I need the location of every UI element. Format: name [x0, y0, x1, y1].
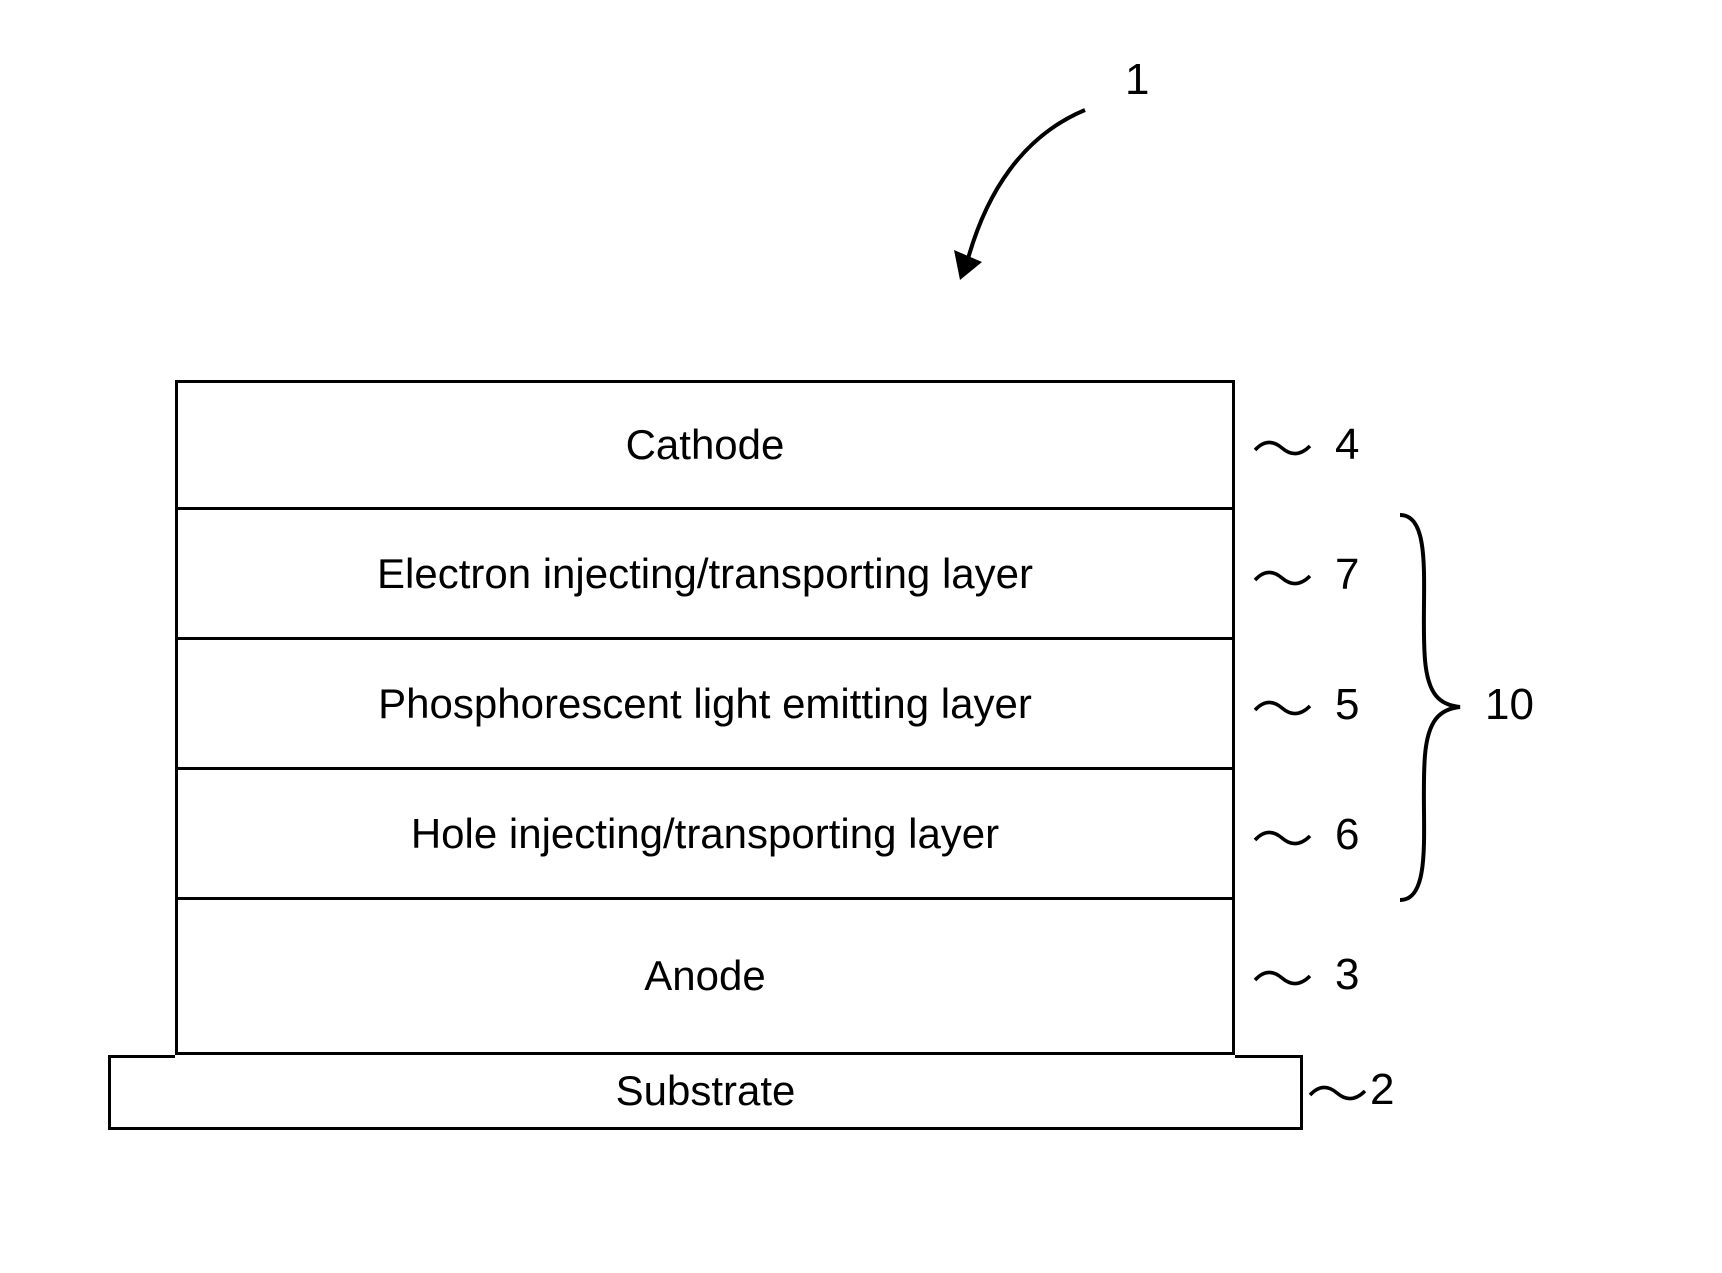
brace-icon — [1395, 510, 1475, 905]
tilde-7 — [1255, 568, 1320, 588]
layer-htl: Hole injecting/transporting layer — [175, 770, 1235, 900]
layer-cathode: Cathode — [175, 380, 1235, 510]
tilde-2 — [1310, 1083, 1375, 1103]
layer-etl: Electron injecting/transporting layer — [175, 510, 1235, 640]
layer-label: Cathode — [626, 421, 785, 469]
num-10: 10 — [1485, 680, 1534, 730]
num-4: 4 — [1335, 420, 1359, 470]
num-7: 7 — [1335, 550, 1359, 600]
num-5: 5 — [1335, 680, 1359, 730]
layer-eml: Phosphorescent light emitting layer — [175, 640, 1235, 770]
num-6: 6 — [1335, 810, 1359, 860]
layer-substrate: Substrate — [108, 1055, 1303, 1130]
diagram-canvas: Cathode Electron injecting/transporting … — [0, 0, 1722, 1273]
substrate-top-left — [108, 1055, 175, 1058]
arrow-icon — [930, 90, 1130, 310]
num-3: 3 — [1335, 950, 1359, 1000]
tilde-3 — [1255, 968, 1320, 988]
layer-label: Anode — [644, 952, 765, 1000]
tilde-4 — [1255, 438, 1320, 458]
layer-label: Electron injecting/transporting layer — [377, 550, 1033, 598]
tilde-6 — [1255, 828, 1320, 848]
substrate-top-right — [1235, 1055, 1303, 1058]
layer-anode: Anode — [175, 900, 1235, 1055]
layer-label: Substrate — [616, 1067, 796, 1115]
layer-label: Hole injecting/transporting layer — [411, 810, 999, 858]
tilde-5 — [1255, 698, 1320, 718]
layer-label: Phosphorescent light emitting layer — [378, 680, 1032, 728]
